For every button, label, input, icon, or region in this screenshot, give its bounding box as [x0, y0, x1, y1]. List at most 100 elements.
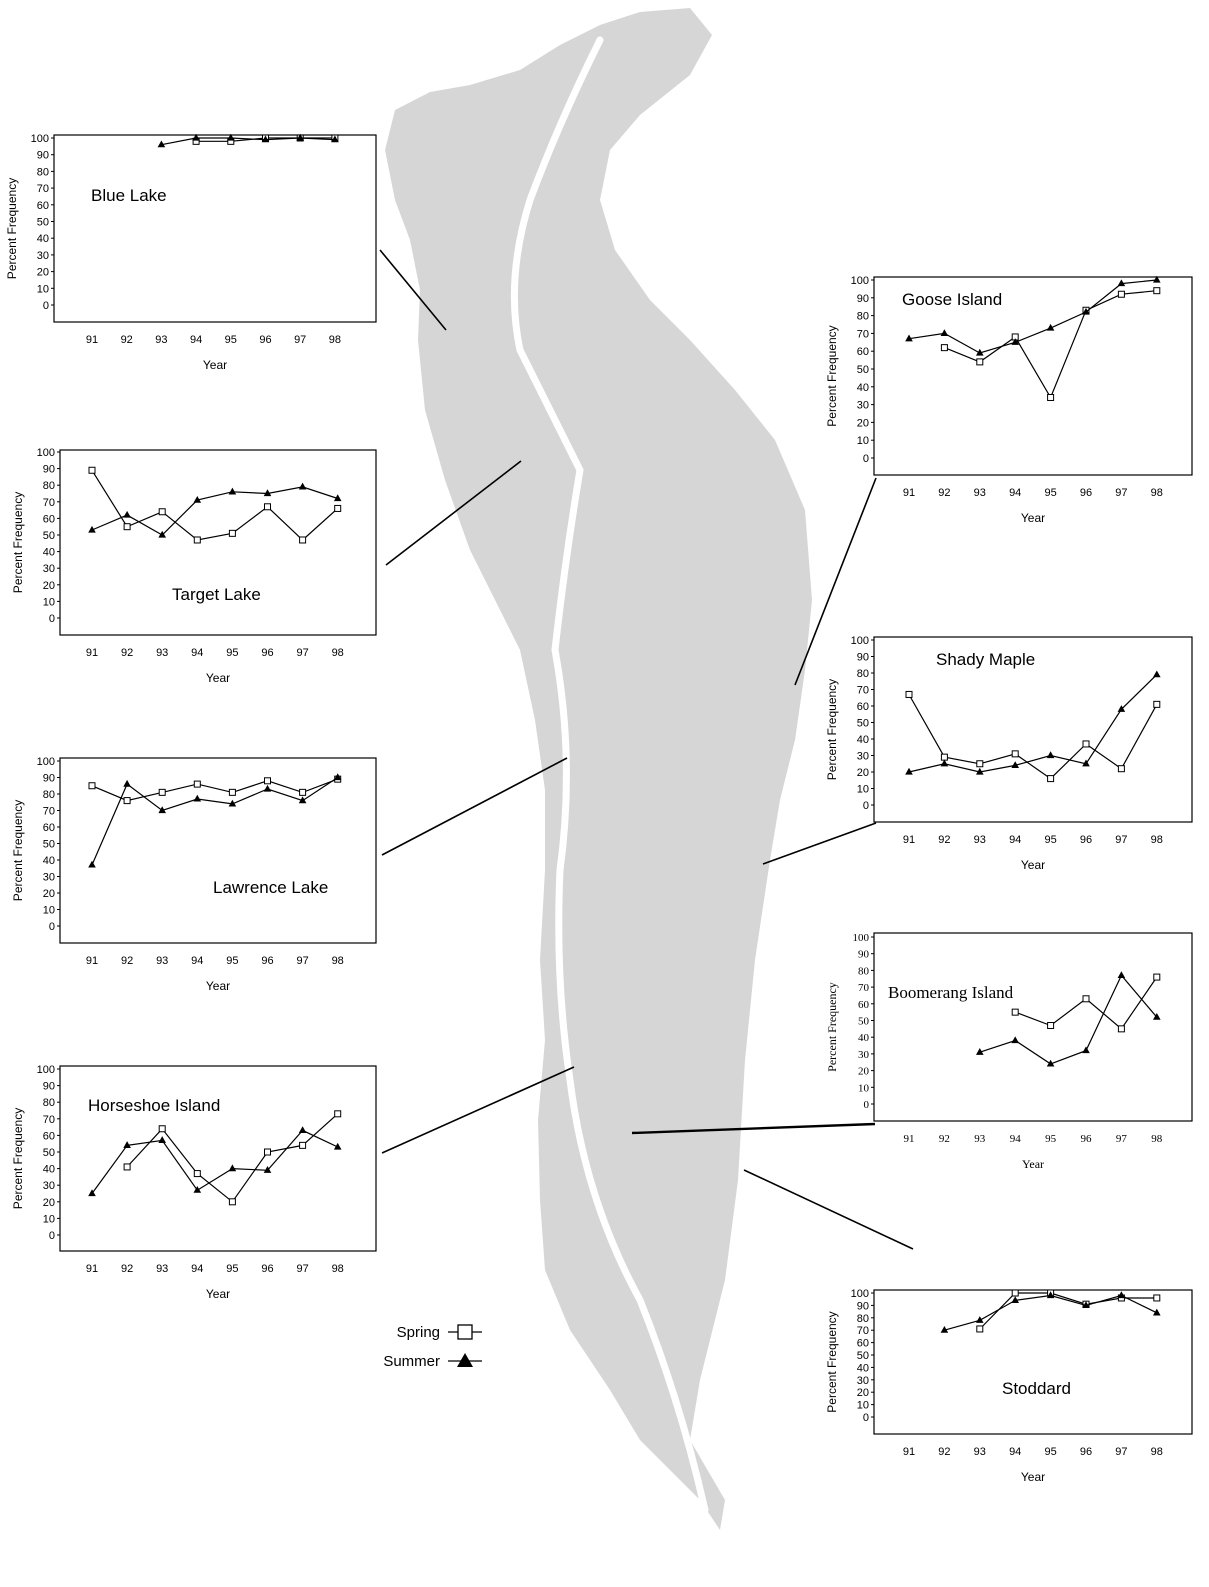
data-point-summer [976, 767, 984, 775]
y-tick-label: 70 [43, 497, 55, 509]
x-tick-label: 98 [332, 1263, 344, 1275]
data-point-summer [228, 487, 237, 495]
y-tick-label: 60 [43, 822, 55, 834]
data-point-summer [976, 1048, 984, 1055]
plot-frame [873, 276, 1193, 476]
x-tick-label: 97 [296, 1263, 308, 1275]
y-tick-label: 100 [37, 447, 55, 459]
x-tick-label: 93 [155, 334, 167, 346]
data-point-summer [1153, 1308, 1161, 1316]
data-point-summer [298, 796, 307, 804]
series-line-summer [161, 137, 335, 146]
y-tick-label: 60 [43, 513, 55, 525]
data-point-spring [1153, 973, 1161, 981]
data-point-spring [228, 788, 236, 796]
data-point-summer [905, 767, 913, 775]
x-tick-label: 93 [156, 955, 168, 967]
data-point-summer [1117, 1291, 1126, 1299]
y-tick-label: 10 [43, 1213, 55, 1225]
x-tick-label: 95 [226, 1263, 238, 1275]
data-point-spring [264, 777, 271, 785]
x-tick-label: 92 [121, 647, 133, 659]
y-tick-label: 90 [857, 293, 869, 305]
plot-frame [59, 757, 377, 944]
x-tick-label: 98 [332, 955, 344, 967]
chart-title: Stoddard [1002, 1379, 1071, 1398]
callout-line [381, 757, 568, 856]
y-tick-label: 20 [43, 1197, 55, 1209]
y-tick-label: 0 [49, 613, 55, 625]
x-tick-label: 93 [974, 487, 986, 499]
data-point-spring [158, 788, 166, 796]
plot-frame [873, 636, 1193, 823]
data-point-summer [1011, 761, 1019, 768]
x-tick-label: 98 [1151, 1133, 1163, 1145]
chart-title: Boomerang Island [888, 983, 1014, 1002]
data-point-summer [123, 510, 131, 518]
x-axis-label: Year [1021, 858, 1045, 872]
data-point-spring [88, 782, 96, 790]
y-tick-label: 70 [857, 328, 869, 340]
x-tick-label: 93 [156, 647, 168, 659]
callout-line [631, 1122, 876, 1135]
y-tick-label: 10 [858, 1082, 870, 1094]
data-point-spring [299, 1141, 307, 1149]
y-tick-label: 100 [37, 1064, 55, 1076]
series-line-summer [91, 486, 338, 536]
data-point-summer [228, 799, 237, 807]
river-floodplain-shape [385, 8, 812, 1530]
data-point-summer [158, 1136, 166, 1143]
x-tick-label: 98 [332, 647, 344, 659]
data-point-summer [976, 348, 984, 356]
y-tick-label: 50 [857, 1350, 869, 1362]
series-line-summer [91, 776, 339, 866]
series-line-summer [979, 974, 1158, 1065]
data-point-spring [905, 690, 913, 698]
data-point-spring [158, 508, 166, 516]
x-tick-label: 96 [1080, 487, 1092, 499]
y-tick-label: 80 [857, 668, 869, 680]
y-tick-label: 20 [857, 417, 869, 429]
y-tick-label: 50 [43, 1147, 55, 1159]
data-point-summer [123, 1141, 131, 1148]
data-point-spring [264, 1148, 271, 1156]
y-tick-label: 70 [858, 982, 870, 994]
x-tick-label: 95 [1044, 834, 1056, 846]
plot-frame [59, 1065, 377, 1252]
y-tick-label: 30 [857, 751, 869, 763]
y-tick-label: 0 [863, 453, 869, 465]
data-point-spring [1047, 775, 1055, 783]
data-point-summer [333, 1142, 342, 1150]
y-tick-label: 100 [37, 756, 55, 768]
data-point-summer [192, 133, 200, 141]
y-tick-label: 0 [863, 800, 869, 812]
y-tick-label: 10 [43, 596, 55, 608]
x-tick-label: 91 [86, 1263, 98, 1275]
data-point-summer [1046, 323, 1055, 331]
y-tick-label: 80 [858, 965, 870, 977]
legend: Spring Summer [383, 1324, 482, 1370]
y-tick-label: 70 [43, 806, 55, 818]
y-tick-label: 90 [43, 773, 55, 785]
legend-label-spring: Spring [397, 1324, 440, 1341]
series-line-summer [908, 674, 1158, 773]
data-point-summer [227, 133, 235, 141]
data-point-summer [333, 494, 342, 502]
callout-line [794, 477, 877, 686]
y-tick-label: 60 [858, 999, 870, 1011]
y-axis-label: Percent Frequency [5, 178, 19, 279]
x-tick-label: 92 [938, 834, 950, 846]
data-point-summer [263, 489, 272, 497]
data-point-summer [228, 1164, 237, 1172]
x-tick-label: 94 [1009, 1446, 1021, 1458]
data-point-spring [1082, 740, 1090, 748]
y-tick-label: 50 [43, 530, 55, 542]
river-map [385, 8, 812, 1530]
y-axis-label: Percent Frequency [11, 1108, 25, 1209]
y-tick-label: 20 [43, 888, 55, 900]
y-tick-label: 50 [37, 217, 49, 229]
x-tick-label: 96 [1080, 1446, 1092, 1458]
y-tick-label: 40 [43, 855, 55, 867]
